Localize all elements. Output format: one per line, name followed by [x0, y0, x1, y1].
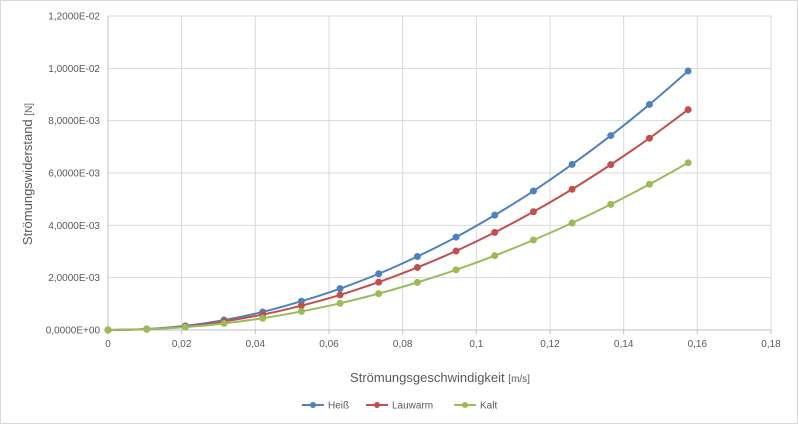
data-point [607, 132, 615, 140]
legend-item: Heiß [302, 401, 349, 412]
data-point [607, 161, 615, 169]
data-point [645, 100, 653, 108]
data-point [491, 252, 499, 260]
series-group [104, 67, 692, 334]
series-2 [104, 159, 692, 334]
data-point [375, 278, 383, 286]
data-point [336, 299, 344, 307]
data-point [684, 159, 692, 167]
legend-item: Lauwarm [366, 401, 433, 412]
x-tick-label: 0,06 [319, 339, 339, 350]
legend-marker [374, 402, 380, 408]
x-tick-label: 0,14 [614, 339, 634, 350]
x-axis-unit: [m/s] [508, 374, 530, 385]
y-tick-label: 1,0000E-02 [48, 64, 100, 75]
data-point [413, 263, 421, 271]
y-tick-label: 1,2000E-02 [48, 12, 100, 23]
data-point [336, 291, 344, 299]
data-point [413, 252, 421, 260]
x-tick-label: 0,16 [688, 339, 708, 350]
legend-label: Heiß [328, 401, 349, 412]
y-axis-unit: [N] [24, 103, 35, 116]
y-tick-label: 4,0000E-03 [48, 221, 100, 232]
series-line [107, 108, 689, 331]
data-point [452, 233, 460, 241]
data-point [336, 285, 344, 293]
data-point [645, 180, 653, 188]
x-tick-label: 0,18 [761, 339, 781, 350]
y-tick-label: 0,0000E+00 [46, 326, 101, 337]
legend-label: Kalt [480, 401, 497, 412]
grid-lines [108, 15, 772, 330]
x-tick-label: 0,1 [469, 339, 483, 350]
data-point [181, 323, 189, 331]
data-point [568, 160, 576, 168]
y-axis-title: Strömungswiderstand [N] [20, 103, 35, 245]
legend-item: Kalt [454, 401, 497, 412]
data-point [413, 278, 421, 286]
legend-marker [462, 402, 468, 408]
data-point [684, 67, 692, 75]
data-point [297, 302, 305, 310]
data-point [491, 228, 499, 236]
legend: Heiß Lauwarm Kalt [302, 401, 497, 412]
tick-labels: 0,0000E+00 2,0000E-03 4,0000E-03 6,0000E-03… [46, 12, 781, 351]
data-point [568, 219, 576, 227]
legend-label: Lauwarm [392, 401, 433, 412]
legend-marker [310, 402, 316, 408]
x-tick-label: 0,12 [540, 339, 560, 350]
x-axis-title: Strömungsgeschwindigkeit [m/s] [350, 370, 530, 385]
data-point [104, 326, 112, 334]
y-tick-label: 8,0000E-03 [48, 116, 100, 127]
x-axis-label: Strömungsgeschwindigkeit [350, 370, 505, 385]
data-point [220, 319, 228, 327]
data-point [375, 270, 383, 278]
data-point [143, 325, 151, 333]
data-point [452, 247, 460, 255]
data-point [568, 185, 576, 193]
axes [107, 16, 772, 334]
data-point [529, 208, 537, 216]
y-axis-label: Strömungswiderstand [20, 119, 35, 245]
data-point [452, 266, 460, 274]
x-tick-label: 0,08 [393, 339, 413, 350]
data-point [529, 236, 537, 244]
y-tick-label: 2,0000E-03 [48, 273, 100, 284]
data-point [375, 290, 383, 298]
data-point [645, 134, 653, 142]
series-line [107, 161, 689, 331]
x-tick-label: 0 [105, 339, 111, 350]
data-point [607, 200, 615, 208]
data-point [259, 314, 267, 322]
data-point [297, 307, 305, 315]
data-point [684, 106, 692, 114]
x-tick-label: 0,02 [172, 339, 192, 350]
data-point [529, 187, 537, 195]
data-point [491, 211, 499, 219]
x-tick-label: 0,04 [246, 339, 266, 350]
y-tick-label: 6,0000E-03 [48, 169, 100, 180]
